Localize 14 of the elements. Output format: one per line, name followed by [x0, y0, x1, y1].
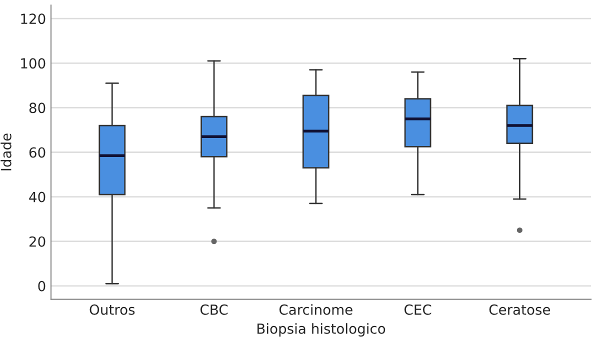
- y-tick-label: 60: [29, 147, 46, 158]
- x-tick-label: Carcinome: [279, 304, 352, 315]
- y-tick-label: 120: [21, 14, 46, 24]
- x-tick-label: CEC: [404, 304, 432, 315]
- x-tick-label: Ceratose: [489, 304, 550, 315]
- x-axis-title: Biopsia histologico: [258, 323, 386, 337]
- y-tick-label: 100: [21, 58, 46, 69]
- y-tick-label: 40: [29, 192, 46, 202]
- x-tick-label: CBC: [200, 304, 228, 315]
- y-tick-label: 0: [38, 280, 46, 292]
- y-axis-title: Idade: [0, 134, 12, 170]
- y-tick-label: 80: [29, 102, 46, 114]
- x-tick-label: Outros: [90, 304, 135, 315]
- y-tick-label: 20: [29, 236, 46, 247]
